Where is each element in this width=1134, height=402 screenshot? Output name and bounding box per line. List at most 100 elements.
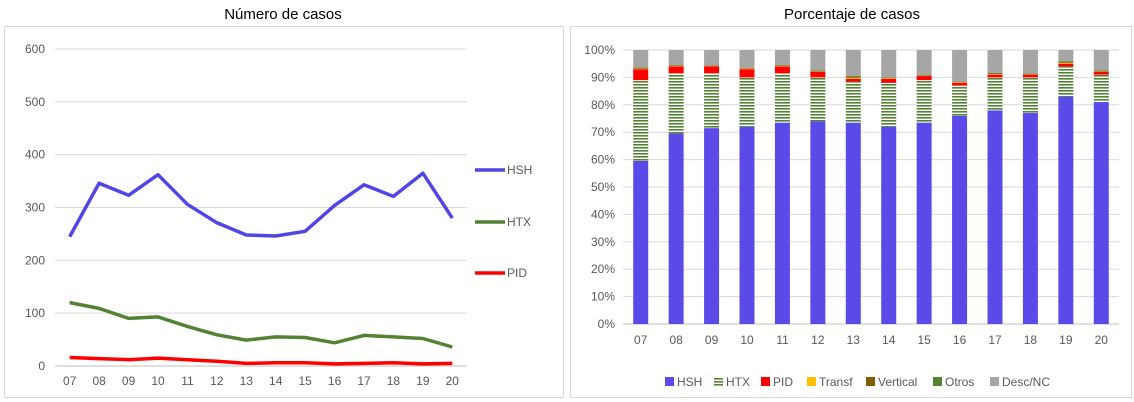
bar-segment-htx (988, 77, 1003, 110)
bar-segment-descnc (952, 50, 967, 82)
bar-segment-hsh (1094, 102, 1109, 324)
bar-segment-vertical (917, 75, 932, 76)
bar-segment-otros (988, 73, 1003, 74)
bar-segment-vertical (775, 65, 790, 66)
bar-segment-descnc (988, 50, 1003, 73)
bar-segment-transf (988, 74, 1003, 75)
x-tick-label: 18 (387, 374, 401, 388)
bar-segment-vertical (704, 66, 719, 67)
x-tick-label: 11 (181, 374, 194, 388)
bar-segment-pid (633, 69, 648, 80)
bar-segment-hsh (669, 134, 684, 324)
bar-segment-hsh (846, 123, 861, 324)
y-tick-label: 600 (25, 42, 45, 56)
legend-swatch-vertical (866, 377, 875, 386)
legend-label-htx: HTX (726, 375, 750, 389)
x-tick-label: 14 (269, 374, 283, 388)
x-tick-label: 09 (122, 374, 136, 388)
bar-segment-htx (810, 77, 825, 121)
x-tick-label: 13 (240, 374, 254, 388)
bar-segment-transf (952, 82, 967, 83)
x-tick-label: 07 (63, 374, 77, 388)
bar-segment-htx (846, 82, 861, 123)
bar-segment-transf (881, 78, 896, 79)
bar-segment-vertical (846, 77, 861, 78)
legend-swatch-htx (714, 377, 723, 386)
bar-segment-transf (775, 66, 790, 67)
bar-segment-descnc (1058, 50, 1073, 62)
bar-segment-vertical (740, 68, 755, 69)
x-tick-label: 10 (740, 333, 754, 347)
bar-segment-pid (669, 66, 684, 73)
bar-segment-htx (881, 83, 896, 127)
y-tick-label: 100 (25, 306, 45, 320)
y-tick-label: 70% (591, 125, 615, 139)
bar-segment-vertical (810, 71, 825, 72)
bar-segment-htx (952, 86, 967, 116)
bar-segment-pid (704, 66, 719, 73)
bar-segment-hsh (1058, 97, 1073, 324)
bar-segment-descnc (810, 50, 825, 71)
bar-segment-descnc (704, 50, 719, 65)
bar-segment-htx (1058, 66, 1073, 96)
y-tick-label: 500 (25, 95, 45, 109)
bar-segment-vertical (881, 78, 896, 79)
y-tick-label: 0 (38, 359, 45, 373)
series-line-htx (70, 303, 453, 347)
bar-segment-hsh (1023, 113, 1038, 324)
x-tick-label: 08 (92, 374, 106, 388)
bar-segment-descnc (917, 50, 932, 75)
bar-segment-htx (1023, 77, 1038, 113)
bar-segment-hsh (881, 127, 896, 324)
y-tick-label: 20% (591, 262, 615, 276)
bar-segment-htx (1094, 75, 1109, 102)
x-tick-label: 19 (1059, 333, 1073, 347)
bar-segment-descnc (669, 50, 684, 65)
legend-label-htx: HTX (507, 215, 531, 229)
x-tick-label: 16 (953, 333, 967, 347)
x-tick-label: 15 (917, 333, 931, 347)
x-tick-label: 17 (988, 333, 1002, 347)
bar-segment-htx (917, 80, 932, 122)
x-tick-label: 17 (357, 374, 371, 388)
series-line-hsh (70, 173, 453, 236)
bar-segment-otros (810, 71, 825, 72)
bar-chart-title: Porcentaje de casos (570, 6, 1134, 23)
bar-segment-pid (775, 66, 790, 73)
bar-segment-transf (740, 69, 755, 70)
bar-segment-pid (1094, 72, 1109, 75)
bar-segment-pid (1023, 75, 1038, 78)
bar-segment-htx (669, 73, 684, 133)
x-tick-label: 19 (416, 374, 430, 388)
x-tick-label: 20 (446, 374, 460, 388)
bar-segment-pid (881, 79, 896, 83)
bar-segment-htx (740, 77, 755, 126)
x-tick-label: 12 (811, 333, 825, 347)
bar-segment-pid (952, 83, 967, 86)
legend-label-vertical: Vertical (878, 375, 917, 389)
y-tick-label: 60% (591, 153, 615, 167)
legend-label-otros: Otros (945, 375, 974, 389)
bar-segment-descnc (846, 50, 861, 76)
bar-segment-otros (917, 75, 932, 76)
y-tick-label: 10% (591, 290, 615, 304)
x-tick-label: 09 (705, 333, 719, 347)
legend-swatch-descnc (990, 377, 999, 386)
series-line-pid (70, 358, 453, 364)
bar-segment-hsh (810, 121, 825, 324)
legend-swatch-otros (933, 377, 942, 386)
bar-segment-vertical (669, 65, 684, 66)
bar-segment-hsh (775, 123, 790, 324)
bar-segment-vertical (1058, 62, 1073, 63)
x-tick-label: 16 (328, 374, 342, 388)
bar-segment-descnc (633, 50, 648, 67)
legend-label-hsh: HSH (507, 163, 532, 177)
x-tick-label: 07 (634, 333, 648, 347)
bar-segment-vertical (952, 82, 967, 83)
legend-label-pid: PID (507, 266, 527, 280)
x-tick-label: 20 (1095, 333, 1109, 347)
bar-segment-pid (846, 79, 861, 82)
x-tick-label: 11 (776, 333, 789, 347)
